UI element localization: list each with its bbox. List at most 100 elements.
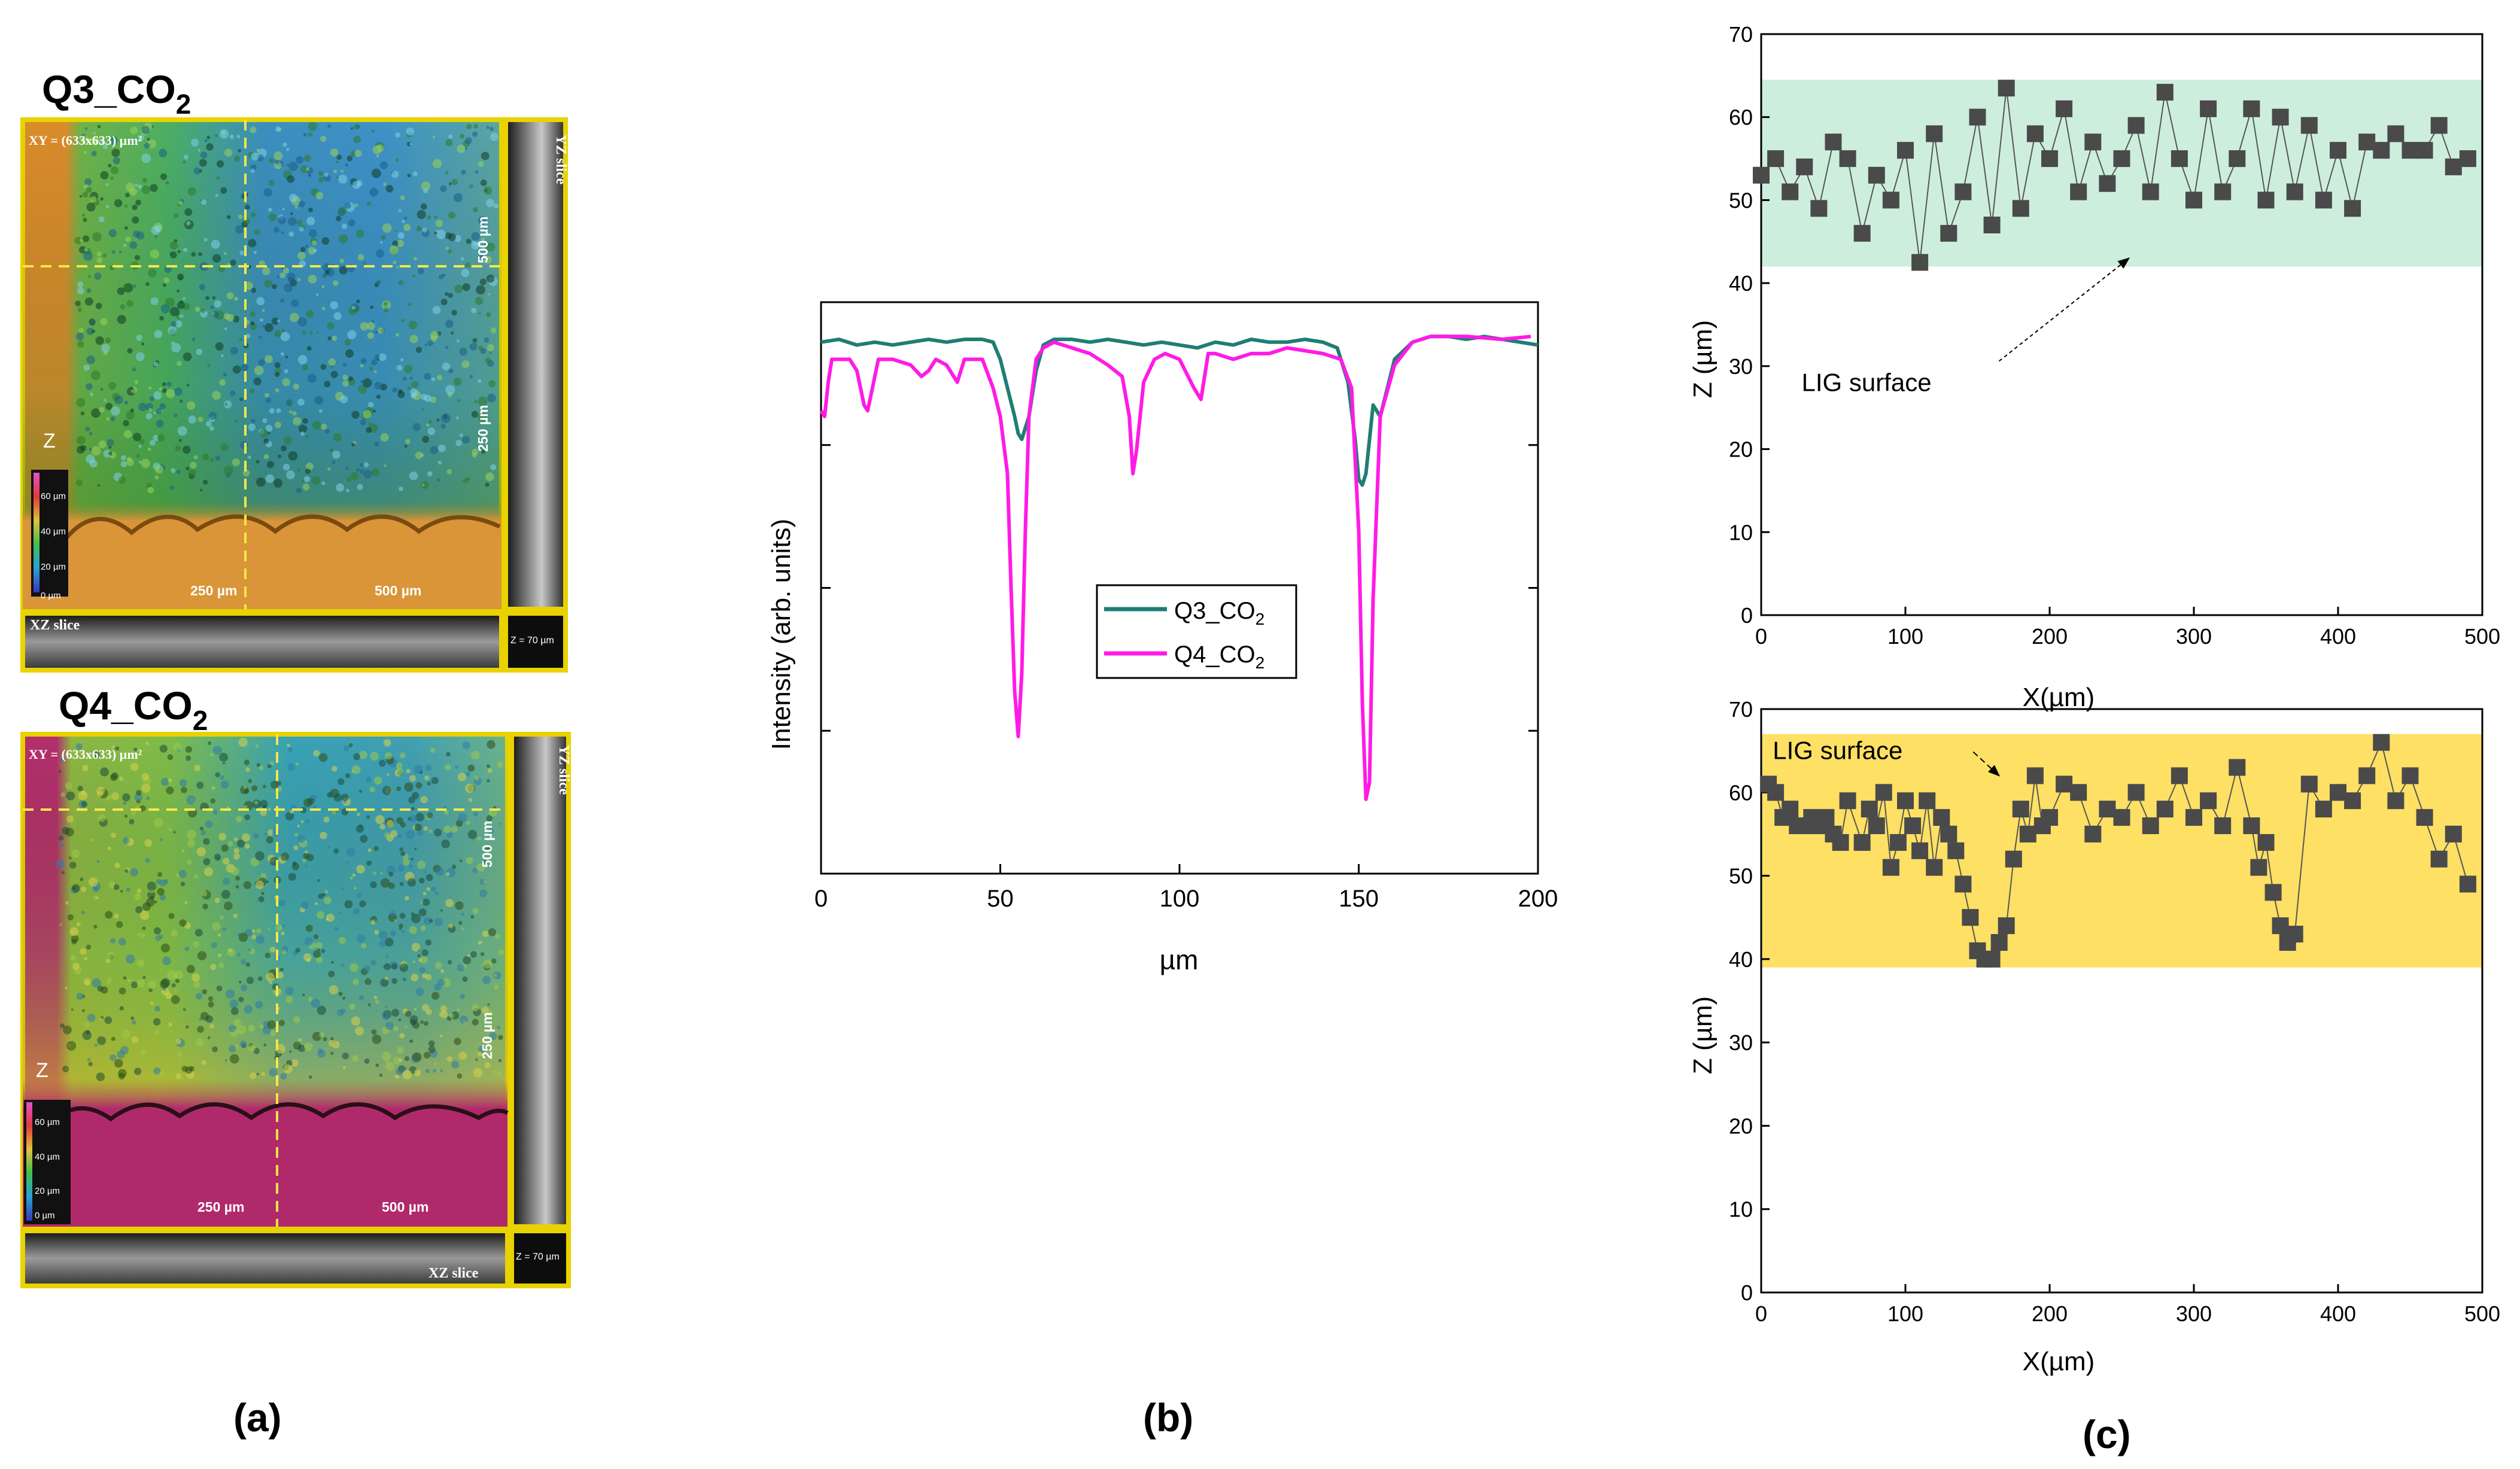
texture-dot [167,754,174,761]
texture-dot [255,744,259,749]
texture-dot [88,1062,93,1066]
texture-dot [457,1008,460,1012]
texture-dot [227,263,230,266]
texture-dot [461,269,470,278]
texture-dot [316,331,319,334]
texture-dot [399,913,406,919]
texture-dot [134,184,138,187]
texture-dot [384,302,388,306]
texture-dot [327,322,335,330]
texture-dot [379,1073,383,1077]
texture-dot [153,1018,161,1026]
texture-dot [275,372,280,377]
texture-dot [384,977,388,980]
texture-dot [231,867,239,875]
texture-dot [224,901,233,911]
texture-dot [202,989,208,994]
c-xtick-label: 500 [2464,624,2500,649]
texture-dot [487,740,496,749]
texture-dot [145,741,149,746]
texture-dot [480,255,484,258]
texture-dot [171,983,176,988]
texture-dot [212,810,218,815]
texture-dot [111,406,120,416]
texture-dot [141,772,149,780]
c-data-point [2387,125,2405,142]
texture-dot [346,861,349,864]
texture-dot [224,466,233,475]
texture-dot [400,851,406,856]
texture-dot [445,764,451,771]
texture-dot [382,786,392,795]
texture-dot [248,778,253,783]
texture-dot [282,924,285,928]
texture-dot [346,488,349,492]
texture-dot [413,257,417,261]
texture-dot [186,384,190,387]
texture-dot [274,362,281,369]
c-data-point [2200,792,2217,810]
c-ytick-label: 30 [1729,1030,1753,1055]
texture-dot [308,1075,312,1079]
texture-dot [275,388,279,393]
texture-dot [486,126,490,129]
texture-dot [118,938,126,946]
texture-dot [304,154,311,162]
texture-dot [220,780,229,789]
texture-dot [202,904,208,910]
texture-dot [87,1058,91,1062]
texture-dot [281,931,285,936]
texture-dot [405,1025,408,1029]
texture-dot [436,478,440,482]
texture-dot [291,1059,299,1067]
c-data-point [1810,200,1828,217]
texture-dot [351,770,355,773]
texture-dot [321,237,330,245]
texture-dot [445,139,453,147]
texture-dot [466,239,472,244]
c-data-point [1839,150,1856,168]
texture-dot [130,868,138,877]
texture-dot [396,768,403,775]
texture-dot [169,241,178,250]
texture-dot [83,364,90,371]
texture-dot [374,382,382,390]
texture-dot [66,1041,77,1051]
texture-dot [328,358,336,366]
texture-dot [166,381,172,387]
texture-dot [262,325,265,328]
texture-dot [150,1001,154,1005]
c-data-point [2012,801,2029,818]
texture-dot [84,1022,90,1028]
texture-dot [110,938,115,944]
q3-z-range-box [503,611,568,673]
texture-dot [418,908,427,917]
texture-dot [238,996,244,1002]
texture-dot [465,783,475,793]
texture-dot [171,995,180,1005]
texture-dot [147,881,157,891]
texture-dot [259,336,262,339]
texture-dot [409,334,418,343]
q4-xy-label: XY = (633x633) µm² [29,747,142,762]
texture-dot [412,422,421,431]
c-data-point [2113,809,2130,826]
texture-dot [453,193,463,202]
texture-dot [466,771,471,777]
texture-dot [166,389,175,399]
texture-dot [476,285,485,295]
texture-dot [84,178,92,186]
texture-dot [462,741,470,749]
texture-dot [108,951,115,959]
texture-dot [457,1073,463,1079]
texture-dot [397,1047,404,1054]
texture-dot [373,995,378,999]
texture-dot [420,956,428,964]
texture-dot [189,1066,194,1072]
texture-dot [265,972,275,982]
texture-dot [448,293,453,298]
texture-dot [473,811,478,817]
texture-dot [342,1053,349,1060]
texture-dot [472,1018,479,1026]
texture-dot [422,436,429,443]
